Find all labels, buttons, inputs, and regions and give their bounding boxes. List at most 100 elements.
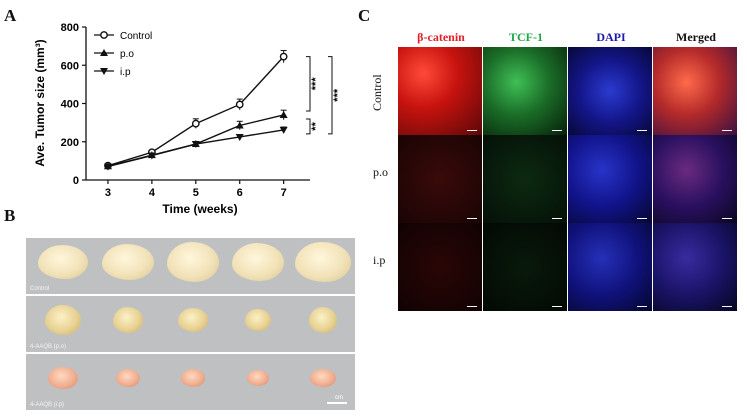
tumor-sample [232, 243, 284, 281]
scale-bar-label: cm [335, 395, 343, 401]
micrograph-tile [483, 135, 567, 223]
chart-legend: Control p.o i.p [94, 31, 152, 78]
data-point [100, 49, 108, 56]
data-point [191, 141, 200, 149]
panel-label-b: B [4, 206, 16, 225]
bracket-control-ip: *** [328, 56, 344, 135]
tumor-sample [38, 245, 88, 279]
column-header: Merged [676, 30, 716, 44]
micrograph-tile [568, 135, 652, 223]
x-tick-label: 3 [105, 187, 111, 199]
column-header: DAPI [596, 30, 626, 44]
tumor-sample [309, 307, 337, 333]
micrograph-tile [653, 135, 737, 223]
micrograph-tile [483, 223, 567, 311]
tumor-sample [48, 367, 78, 389]
photo-row-2: 4-AAQB (p.o) [26, 296, 355, 352]
micro-scale-bar [637, 130, 647, 131]
legend-label: Control [120, 31, 152, 42]
y-tick-label: 200 [61, 137, 79, 149]
micrograph-tile [653, 223, 737, 311]
row-label: i.p [373, 253, 386, 267]
micro-scale-bar [722, 130, 732, 131]
x-tick-label: 5 [193, 187, 199, 199]
significance-label: ** [310, 121, 322, 130]
micrograph-tile [568, 223, 652, 311]
x-tick-label: 6 [237, 187, 243, 199]
micro-scale-bar [467, 130, 477, 131]
photo-row-label: 4-AAQB (i.p) [30, 402, 65, 408]
tumor-sample [167, 242, 219, 282]
tumor-sample [102, 244, 154, 280]
data-point [279, 110, 288, 118]
micro-scale-bar [552, 130, 562, 131]
micro-scale-bar [637, 218, 647, 219]
data-point [235, 100, 244, 109]
series-ip [103, 126, 288, 171]
series-line [107, 56, 285, 167]
series-line [107, 129, 284, 168]
panel-label-a: A [4, 6, 17, 25]
scale-bar [327, 402, 347, 404]
significance-label: *** [310, 77, 322, 91]
micrograph-tile [398, 47, 482, 135]
tumor-sample [247, 370, 269, 386]
micrograph-tile [653, 47, 737, 135]
micro-scale-bar [467, 306, 477, 307]
column-header: TCF-1 [509, 30, 543, 44]
tumor-sample [116, 369, 140, 387]
data-point [103, 163, 112, 171]
micro-scale-bar [467, 218, 477, 219]
micrograph-tile [483, 47, 567, 135]
row-label: Control [370, 74, 384, 111]
tumor-sample [245, 309, 271, 331]
micrograph-tile [568, 47, 652, 135]
y-tick-label: 0 [73, 175, 79, 187]
x-axis-label: Time (weeks) [162, 202, 237, 216]
y-tick-label: 400 [61, 99, 79, 111]
micro-scale-bar [722, 306, 732, 307]
data-point [100, 31, 108, 39]
tumor-sample [310, 369, 336, 387]
tumor-sample [181, 369, 205, 387]
data-point [235, 121, 244, 129]
micro-scale-bar [637, 306, 647, 307]
tumor-sample [113, 307, 143, 333]
data-point [279, 126, 288, 134]
data-point [191, 119, 200, 128]
tumor-sample [295, 242, 351, 282]
micro-scale-bar [552, 306, 562, 307]
x-tick-label: 7 [281, 187, 287, 199]
micrograph-tile [398, 223, 482, 311]
micro-scale-bar [722, 218, 732, 219]
x-tick-label: 4 [149, 187, 156, 199]
column-header: β-catenin [417, 30, 465, 44]
bracket-line [328, 56, 333, 135]
y-tick-label: 600 [61, 60, 79, 72]
photo-row-label: Control [30, 286, 50, 292]
data-point [235, 133, 244, 141]
bracket-po-ip: ** [306, 118, 322, 135]
data-point [100, 68, 108, 75]
row-label: p.o [373, 165, 388, 179]
significance-label: *** [332, 88, 344, 102]
photo-row-1: Control [26, 238, 355, 294]
tumor-sample [45, 305, 81, 335]
data-point [279, 52, 288, 61]
photo-row-label: 4-AAQB (p.o) [30, 344, 67, 350]
legend-label: i.p [120, 67, 131, 78]
bracket-line [306, 56, 311, 112]
micro-scale-bar [552, 218, 562, 219]
tumor-sample [178, 308, 208, 332]
micrograph-tile [398, 135, 482, 223]
photo-row-3: 4-AAQB (i.p) cm [26, 354, 355, 410]
y-axis-label: Ave. Tumor size (mm³) [33, 39, 47, 166]
data-point [147, 152, 156, 160]
panel-label-c: C [358, 6, 371, 25]
bracket-line [306, 118, 311, 135]
y-tick-label: 800 [61, 22, 79, 34]
legend-label: p.o [120, 49, 134, 60]
series-control [104, 50, 288, 170]
bracket-control-po: *** [306, 56, 322, 112]
